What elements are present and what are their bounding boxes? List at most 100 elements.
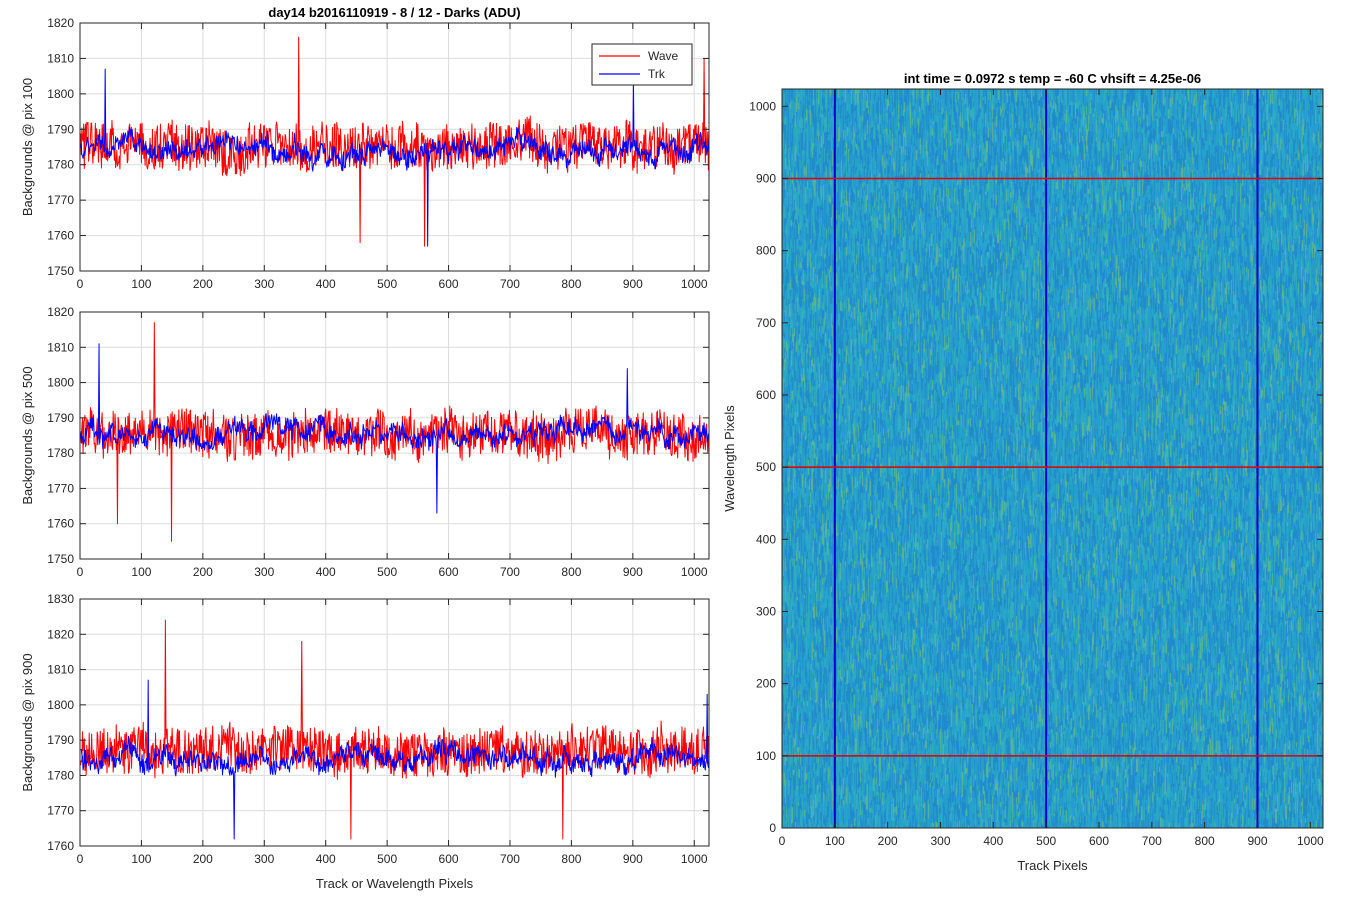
series-line-trk — [80, 68, 710, 247]
y-tick-label: 900 — [756, 171, 776, 185]
x-tick-label: 600 — [439, 565, 459, 579]
x-tick-label: 900 — [623, 565, 643, 579]
y-tick-label: 1770 — [47, 804, 74, 818]
x-tick-label: 900 — [623, 277, 643, 291]
x-tick-label: 100 — [131, 565, 151, 579]
x-tick-label: 400 — [983, 834, 1003, 848]
x-tick-label: 400 — [316, 852, 336, 866]
x-tick-label: 200 — [193, 565, 213, 579]
x-tick-label: 300 — [254, 852, 274, 866]
y-tick-label: 1770 — [47, 481, 74, 495]
legend-label-wave: Wave — [648, 49, 679, 63]
y-tick-label: 1820 — [47, 305, 74, 319]
legend-label-trk: Trk — [648, 67, 666, 81]
x-tick-label: 1000 — [681, 852, 708, 866]
x-tick-label: 400 — [316, 277, 336, 291]
x-tick-label: 500 — [377, 277, 397, 291]
y-tick-label: 1780 — [47, 446, 74, 460]
chart-title: day14 b2016110919 - 8 / 12 - Darks (ADU) — [268, 5, 520, 20]
x-tick-label: 600 — [439, 852, 459, 866]
y-tick-label: 1780 — [47, 158, 74, 172]
x-tick-label: 0 — [77, 565, 84, 579]
y-tick-label: 1810 — [47, 340, 74, 354]
x-tick-label: 1000 — [681, 565, 708, 579]
x-tick-label: 100 — [131, 852, 151, 866]
y-tick-label: 1790 — [47, 122, 74, 136]
legend: Wave Trk — [591, 43, 693, 86]
y-tick-label: 0 — [769, 821, 776, 835]
x-tick-label: 700 — [1142, 834, 1162, 848]
legend-box — [591, 43, 693, 86]
y-axis-label: Backgrounds @ pix 500 — [20, 366, 35, 504]
y-tick-label: 1750 — [47, 552, 74, 566]
y-tick-label: 1830 — [47, 592, 74, 606]
x-tick-label: 900 — [1247, 834, 1267, 848]
x-tick-label: 700 — [500, 277, 520, 291]
x-tick-label: 600 — [439, 277, 459, 291]
y-tick-label: 1000 — [749, 99, 776, 113]
line-plot-pix-500: 0 100 200 300 400 500 600 700 800 900 1000 1750 1760… — [20, 305, 710, 579]
series-line-trk — [80, 343, 710, 514]
axes-frame — [781, 88, 1324, 829]
y-tick-label: 100 — [756, 749, 776, 763]
line-plot-pix-100: 0 100 200 300 400 500 600 700 800 900 1000 1750 1760… — [20, 5, 710, 291]
y-tick-label: 1760 — [47, 229, 74, 243]
axes-frame — [79, 598, 710, 847]
x-tick-label: 0 — [77, 852, 84, 866]
y-tick-label: 600 — [756, 388, 776, 402]
y-axis-label: Backgrounds @ pix 100 — [20, 78, 35, 216]
x-tick-label: 0 — [77, 277, 84, 291]
x-axis-label: Track or Wavelength Pixels — [316, 876, 474, 891]
x-tick-label: 500 — [1036, 834, 1056, 848]
x-tick-label: 800 — [561, 852, 581, 866]
x-tick-label: 700 — [500, 565, 520, 579]
y-tick-label: 1810 — [47, 51, 74, 65]
y-tick-label: 1800 — [47, 87, 74, 101]
y-tick-label: 700 — [756, 316, 776, 330]
y-tick-label: 1810 — [47, 663, 74, 677]
x-tick-label: 800 — [1195, 834, 1215, 848]
y-tick-label: 1790 — [47, 411, 74, 425]
x-tick-label: 1000 — [681, 277, 708, 291]
x-tick-label: 1000 — [1297, 834, 1324, 848]
heatmap-image — [782, 89, 1323, 828]
heatmap-plot: 0 100 200 300 400 500 600 700 800 900 1000 0 100 200 3… — [722, 71, 1324, 873]
y-tick-label: 1750 — [47, 264, 74, 278]
x-tick-label: 300 — [930, 834, 950, 848]
line-plot-pix-900: 0 100 200 300 400 500 600 700 800 900 1000 1760 1770… — [20, 592, 710, 891]
x-tick-label: 300 — [254, 277, 274, 291]
x-tick-label: 300 — [254, 565, 274, 579]
y-tick-label: 1760 — [47, 517, 74, 531]
y-tick-label: 1800 — [47, 698, 74, 712]
x-tick-label: 200 — [193, 852, 213, 866]
chart-title: int time = 0.0972 s temp = -60 C vhsift … — [904, 71, 1201, 86]
series-line-trk — [80, 679, 710, 840]
x-tick-label: 500 — [377, 565, 397, 579]
x-tick-label: 200 — [878, 834, 898, 848]
axes-frame — [79, 311, 710, 560]
y-tick-label: 1820 — [47, 627, 74, 641]
y-tick-label: 1780 — [47, 768, 74, 782]
x-tick-label: 700 — [500, 852, 520, 866]
axes-frame — [79, 22, 710, 272]
x-axis-label: Track Pixels — [1017, 858, 1088, 873]
x-tick-label: 200 — [193, 277, 213, 291]
y-axis-label: Backgrounds @ pix 900 — [20, 653, 35, 791]
y-tick-label: 200 — [756, 677, 776, 691]
y-tick-label: 500 — [756, 460, 776, 474]
x-tick-label: 800 — [561, 565, 581, 579]
x-tick-label: 400 — [316, 565, 336, 579]
y-tick-label: 1770 — [47, 193, 74, 207]
x-tick-label: 0 — [779, 834, 786, 848]
y-tick-label: 800 — [756, 244, 776, 258]
series-line-wave — [80, 322, 710, 542]
y-tick-label: 1790 — [47, 733, 74, 747]
y-axis-label: Wavelength Pixels — [722, 405, 737, 512]
x-tick-label: 100 — [131, 277, 151, 291]
y-tick-label: 300 — [756, 604, 776, 618]
x-tick-label: 800 — [561, 277, 581, 291]
y-tick-label: 400 — [756, 532, 776, 546]
x-tick-label: 600 — [1089, 834, 1109, 848]
x-tick-label: 900 — [623, 852, 643, 866]
